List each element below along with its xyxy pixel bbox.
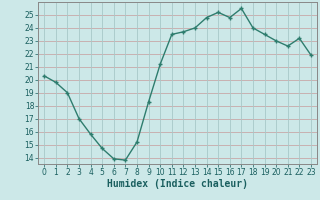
X-axis label: Humidex (Indice chaleur): Humidex (Indice chaleur) [107,179,248,189]
